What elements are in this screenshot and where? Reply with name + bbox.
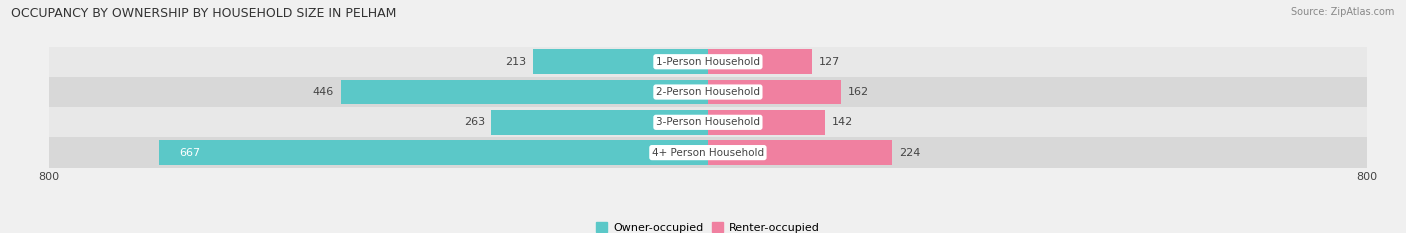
Text: Source: ZipAtlas.com: Source: ZipAtlas.com: [1291, 7, 1395, 17]
Bar: [709, 49, 813, 74]
Bar: [49, 77, 1367, 107]
Bar: [709, 80, 841, 104]
Bar: [49, 47, 1367, 77]
Text: 263: 263: [464, 117, 485, 127]
Text: 3-Person Household: 3-Person Household: [657, 117, 759, 127]
Text: 224: 224: [898, 148, 921, 158]
Bar: [533, 49, 709, 74]
Bar: [340, 80, 709, 104]
Bar: [159, 140, 709, 165]
Text: 213: 213: [505, 57, 526, 67]
Text: OCCUPANCY BY OWNERSHIP BY HOUSEHOLD SIZE IN PELHAM: OCCUPANCY BY OWNERSHIP BY HOUSEHOLD SIZE…: [11, 7, 396, 20]
Bar: [709, 140, 893, 165]
Text: 2-Person Household: 2-Person Household: [657, 87, 759, 97]
Legend: Owner-occupied, Renter-occupied: Owner-occupied, Renter-occupied: [592, 218, 824, 233]
Text: 667: 667: [180, 148, 201, 158]
Text: 162: 162: [848, 87, 869, 97]
Text: 142: 142: [831, 117, 852, 127]
Text: 4+ Person Household: 4+ Person Household: [652, 148, 763, 158]
Bar: [709, 110, 825, 135]
Bar: [49, 107, 1367, 137]
Text: 446: 446: [314, 87, 335, 97]
Bar: [491, 110, 709, 135]
Text: 127: 127: [820, 57, 841, 67]
Bar: [49, 137, 1367, 168]
Text: 1-Person Household: 1-Person Household: [657, 57, 759, 67]
